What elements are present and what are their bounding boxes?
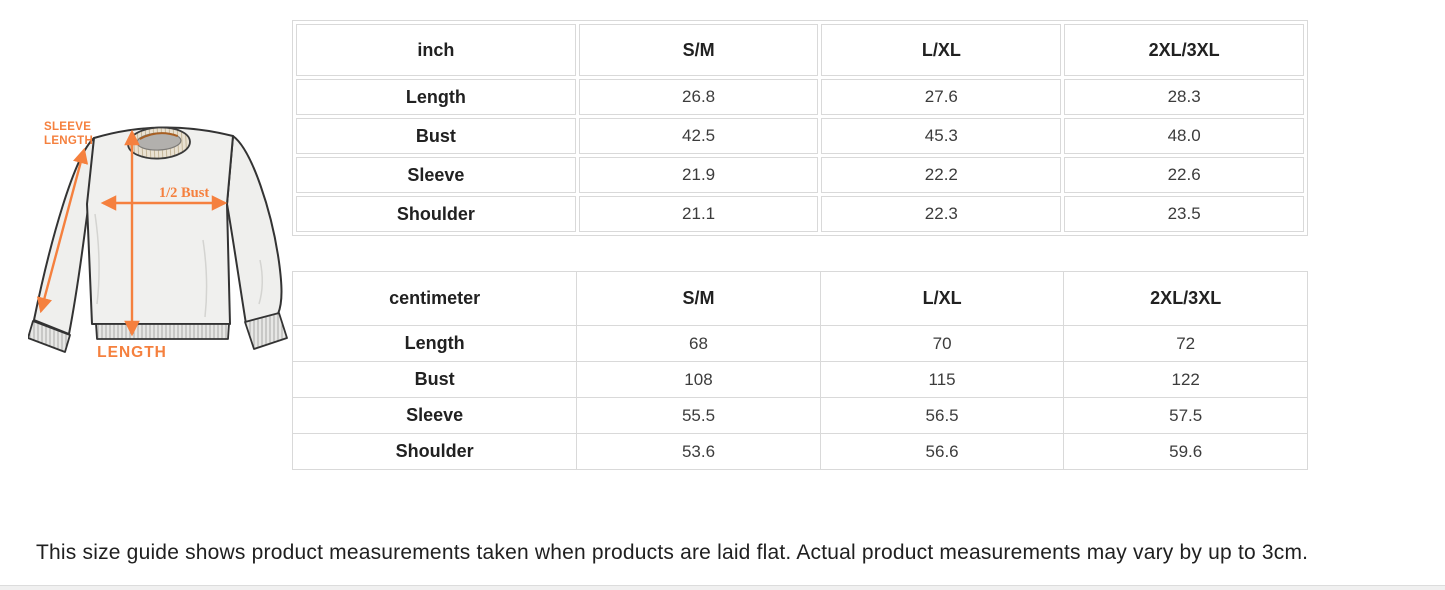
table-row: Bust 108 115 122 bbox=[291, 361, 1308, 398]
measure-value-cell: 122 bbox=[1063, 361, 1308, 398]
measure-value-cell: 23.5 bbox=[1064, 196, 1304, 232]
table-row: Length 68 70 72 bbox=[291, 325, 1308, 362]
sleeve-length-label-line2: LENGTH bbox=[44, 135, 93, 147]
sweatshirt-diagram: SLEEVE LENGTH 1/2 Bust LENGTH bbox=[28, 112, 293, 362]
size-header-cell: 2XL/3XL bbox=[1064, 24, 1304, 76]
table-row: Shoulder 53.6 56.6 59.6 bbox=[291, 433, 1308, 470]
measure-label-cell: Shoulder bbox=[291, 433, 578, 470]
measure-value-cell: 22.2 bbox=[821, 157, 1062, 193]
table-row: Bust 42.5 45.3 48.0 bbox=[296, 118, 1304, 154]
measure-label-cell: Bust bbox=[291, 361, 578, 398]
left-cuff bbox=[28, 320, 71, 353]
unit-cell: inch bbox=[296, 24, 576, 76]
sleeve-length-arrow bbox=[36, 147, 89, 314]
measure-value-cell: 28.3 bbox=[1064, 79, 1304, 115]
measure-value-cell: 55.5 bbox=[576, 397, 821, 434]
size-header-cell: 2XL/3XL bbox=[1063, 271, 1308, 326]
size-header-cell: S/M bbox=[576, 271, 821, 326]
size-guide-note: This size guide shows product measuremen… bbox=[36, 541, 1309, 564]
bust-label: 1/2 Bust bbox=[159, 185, 210, 201]
centimeter-header-row: centimeter S/M L/XL 2XL/3XL bbox=[291, 271, 1308, 326]
body bbox=[86, 126, 234, 325]
right-cuff bbox=[244, 312, 288, 350]
measure-value-cell: 56.6 bbox=[819, 433, 1065, 470]
measure-label-cell: Sleeve bbox=[296, 157, 576, 193]
measure-value-cell: 48.0 bbox=[1064, 118, 1304, 154]
hem-band bbox=[95, 323, 230, 340]
right-crease bbox=[202, 239, 208, 318]
size-header-cell: S/M bbox=[578, 24, 819, 76]
sweatshirt-illustration: SLEEVE LENGTH 1/2 Bust LENGTH bbox=[28, 121, 288, 361]
measure-label-cell: Length bbox=[296, 79, 576, 115]
measure-value-cell: 53.6 bbox=[576, 433, 821, 470]
measure-value-cell: 22.6 bbox=[1064, 157, 1304, 193]
inch-size-table: inch S/M L/XL 2XL/3XL Length 26.8 27.6 2… bbox=[292, 20, 1308, 236]
inch-header-row: inch S/M L/XL 2XL/3XL bbox=[296, 24, 1304, 76]
collar bbox=[127, 126, 191, 160]
size-tables: inch S/M L/XL 2XL/3XL Length 26.8 27.6 2… bbox=[291, 20, 1308, 470]
measure-label-cell: Length bbox=[291, 325, 578, 362]
measure-value-cell: 59.6 bbox=[1063, 433, 1308, 470]
measure-label-cell: Bust bbox=[296, 118, 576, 154]
table-row: Sleeve 55.5 56.5 57.5 bbox=[291, 397, 1308, 434]
measure-value-cell: 108 bbox=[576, 361, 821, 398]
unit-cell: centimeter bbox=[291, 271, 578, 326]
table-row: Length 26.8 27.6 28.3 bbox=[296, 79, 1304, 115]
measure-value-cell: 21.9 bbox=[578, 157, 819, 193]
measure-label-cell: Shoulder bbox=[296, 196, 576, 232]
measure-value-cell: 70 bbox=[819, 325, 1065, 362]
measure-value-cell: 21.1 bbox=[578, 196, 819, 232]
measure-value-cell: 22.3 bbox=[821, 196, 1062, 232]
length-label: LENGTH bbox=[97, 344, 167, 361]
measure-value-cell: 115 bbox=[819, 361, 1065, 398]
measure-value-cell: 45.3 bbox=[821, 118, 1062, 154]
measure-value-cell: 42.5 bbox=[578, 118, 819, 154]
sleeve-length-label-line1: SLEEVE bbox=[44, 121, 91, 133]
measure-value-cell: 57.5 bbox=[1063, 397, 1308, 434]
sleeve-crease bbox=[258, 259, 263, 305]
measure-value-cell: 72 bbox=[1063, 325, 1308, 362]
measure-value-cell: 68 bbox=[576, 325, 821, 362]
measure-value-cell: 56.5 bbox=[819, 397, 1065, 434]
measure-label-cell: Sleeve bbox=[291, 397, 578, 434]
size-header-cell: L/XL bbox=[819, 271, 1065, 326]
bottom-edge-divider bbox=[0, 585, 1445, 590]
centimeter-size-table: centimeter S/M L/XL 2XL/3XL Length 68 70… bbox=[291, 271, 1308, 470]
left-crease bbox=[94, 213, 100, 305]
table-row: Shoulder 21.1 22.3 23.5 bbox=[296, 196, 1304, 232]
table-row: Sleeve 21.9 22.2 22.6 bbox=[296, 157, 1304, 193]
measure-value-cell: 26.8 bbox=[578, 79, 819, 115]
measure-value-cell: 27.6 bbox=[821, 79, 1062, 115]
size-header-cell: L/XL bbox=[821, 24, 1062, 76]
right-sleeve bbox=[226, 135, 283, 325]
